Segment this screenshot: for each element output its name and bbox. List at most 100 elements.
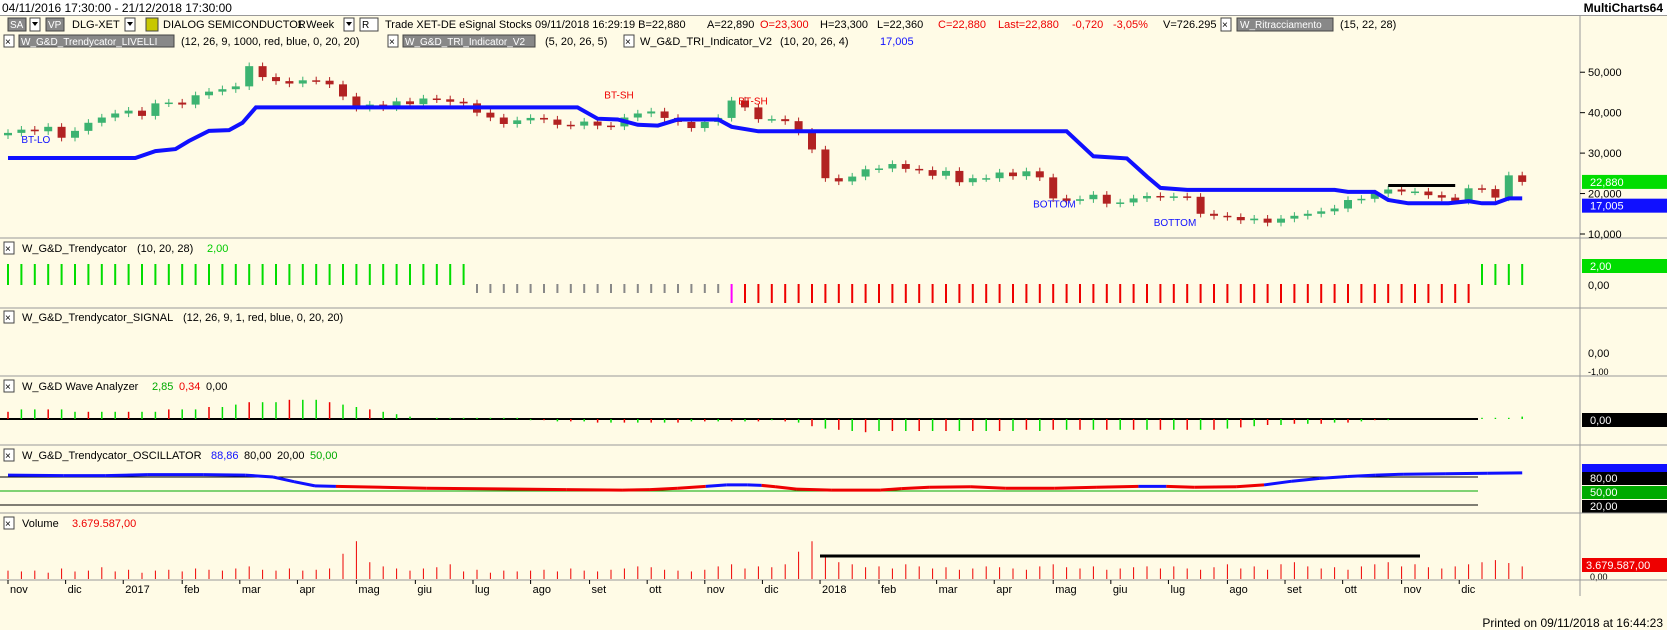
- mode-label: SA: [10, 20, 24, 31]
- close-panel-icon[interactable]: [3, 241, 15, 255]
- candle-body: [1049, 177, 1058, 199]
- close-icon: ×: [5, 244, 11, 255]
- close-study2-icon[interactable]: [387, 34, 399, 48]
- candle-body: [1250, 218, 1259, 221]
- candle-body: [312, 80, 321, 82]
- volume-scale-label: 0,00: [1590, 572, 1608, 582]
- flag-icon[interactable]: [145, 17, 159, 32]
- close-icon: ×: [625, 37, 631, 48]
- candle-body: [419, 98, 428, 105]
- osc-v2: 80,00: [244, 450, 272, 462]
- scale-label: 0,00: [1588, 348, 1609, 360]
- oscillator-segment: [1319, 475, 1348, 480]
- candle-body: [982, 178, 991, 180]
- price-panel[interactable]: 50,000 40,000 30,000 20,000 10,000 BT-LO BT-S…: [0, 16, 1667, 596]
- candle-body: [1317, 211, 1326, 214]
- close-study-icon[interactable]: [1220, 17, 1232, 32]
- level-20-label: 20,00: [1590, 501, 1618, 513]
- close-study4-icon[interactable]: [623, 34, 635, 48]
- candle-body: [848, 176, 857, 182]
- wave-panel[interactable]: × W_G&D Wave Analyzer 2,85 0,34 0,00 0,0…: [0, 379, 1667, 446]
- candle-body: [1303, 213, 1312, 216]
- vp-button[interactable]: [45, 17, 65, 32]
- r-button[interactable]: [359, 17, 379, 32]
- candle-body: [1236, 217, 1245, 221]
- candle-body: [392, 101, 401, 108]
- title-bar: 04/11/2016 17:30:00 - 21/12/2018 17:30:0…: [0, 0, 1667, 16]
- candle-body: [325, 80, 334, 85]
- candle-body: [1210, 213, 1218, 216]
- candle-body: [1478, 188, 1486, 190]
- close-panel-icon[interactable]: [3, 516, 15, 530]
- study1-name: W_G&D_Trendycator_LIVELLI: [21, 37, 157, 48]
- trendycator-panel[interactable]: × W_G&D_Trendycator (10, 20, 28) 2,00 2,…: [0, 241, 1667, 309]
- osc-v3: 20,00: [277, 450, 305, 462]
- time-tick-label: giu: [1113, 584, 1128, 596]
- candle-body: [1397, 189, 1406, 192]
- wave-v2: 0,34: [179, 381, 200, 393]
- study3-tag[interactable]: [1236, 17, 1334, 32]
- candle-body: [1089, 194, 1098, 200]
- candle-body: [499, 117, 508, 124]
- oscillator-segment: [761, 483, 776, 489]
- candle-body: [540, 117, 548, 120]
- candle-body: [928, 170, 937, 176]
- time-tick-label: nov: [707, 584, 725, 596]
- candle-body: [258, 66, 267, 78]
- time-tick-label: lug: [475, 584, 490, 596]
- panel-value: 2,00: [207, 243, 228, 255]
- study1-tag[interactable]: [18, 34, 175, 48]
- panel-params: (10, 20, 28): [137, 243, 193, 255]
- chart-annotation: BT-LO: [21, 135, 50, 146]
- oscillator-segment: [293, 480, 316, 488]
- time-tick-label: lug: [1170, 584, 1185, 596]
- price-tick-label: 30,000: [1588, 148, 1622, 160]
- volume-panel[interactable]: × Volume 3.679.587,00 3.679.587,00 0,00: [0, 516, 1667, 582]
- study2-tag[interactable]: [402, 34, 536, 48]
- value-badge: [1582, 413, 1667, 427]
- close-study1-icon[interactable]: [3, 34, 15, 48]
- candle-body: [124, 110, 133, 114]
- candle-body: [272, 77, 280, 82]
- study-header: × W_G&D_Trendycator_LIVELLI (12, 26, 9, …: [3, 34, 914, 48]
- candle-body: [513, 120, 522, 124]
- oscillator-segment: [901, 485, 930, 491]
- close-panel-icon[interactable]: [3, 448, 15, 462]
- candle-body: [968, 178, 977, 183]
- chart-area[interactable]: SA VP DLG-XET DIALOG SEMICONDUCTOR 1 Wee…: [0, 16, 1667, 613]
- signal-panel[interactable]: × W_G&D_Trendycator_SIGNAL (12, 26, 9, 1…: [0, 310, 1667, 377]
- candle-body: [178, 102, 187, 105]
- open-value: O=23,300: [760, 19, 809, 31]
- time-tick-label: dic: [1461, 584, 1476, 596]
- candle-body: [71, 130, 79, 138]
- oscillator-panel[interactable]: × W_G&D_Trendycator_OSCILLATOR 88,86 80,…: [0, 448, 1667, 514]
- candle-body: [781, 119, 790, 122]
- panel-name: W_G&D_Trendycator_SIGNAL: [22, 312, 173, 324]
- time-tick-label: set: [592, 584, 607, 596]
- close-panel-icon[interactable]: [3, 310, 15, 324]
- candle-body: [915, 168, 924, 171]
- candle-body: [1022, 171, 1031, 177]
- study1-params: (12, 26, 9, 1000, red, blue, 0, 20, 20): [181, 36, 360, 48]
- candle-body: [231, 86, 240, 90]
- study4-params: (10, 20, 26, 4): [780, 36, 849, 48]
- candle-body: [647, 111, 656, 114]
- oscillator-segment: [105, 473, 148, 478]
- candle-body: [1009, 172, 1017, 177]
- chart-annotation: BOTTOM: [1033, 200, 1076, 211]
- symbol-code: DLG-XET: [72, 19, 120, 31]
- mode-button[interactable]: [7, 17, 27, 32]
- candle-body: [285, 81, 294, 84]
- time-tick-label: feb: [881, 584, 896, 596]
- candle-body: [1518, 175, 1527, 182]
- level-80-label: 80,00: [1590, 473, 1618, 485]
- panel-params: (12, 26, 9, 1, red, blue, 0, 20, 20): [183, 312, 343, 324]
- candle-body: [607, 125, 615, 128]
- oscillator-segment: [705, 483, 727, 488]
- candle-body: [700, 121, 709, 129]
- close-panel-icon[interactable]: [3, 379, 15, 393]
- oscillator-segment: [426, 486, 567, 492]
- oscillator-segment: [1347, 473, 1376, 479]
- time-tick-label: mag: [358, 584, 379, 596]
- r-label: R: [362, 20, 369, 31]
